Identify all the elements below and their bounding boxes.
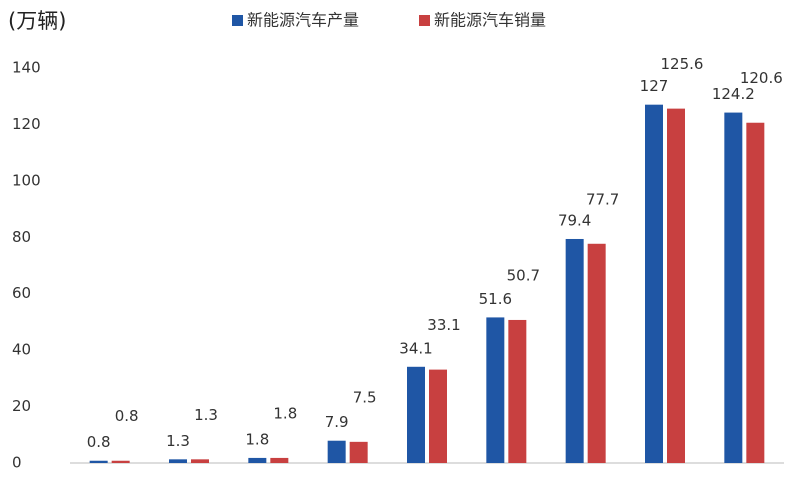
value-label: 127 bbox=[640, 77, 669, 95]
bar bbox=[327, 440, 346, 463]
legend-label: 新能源汽车销量 bbox=[434, 11, 546, 30]
value-label: 50.7 bbox=[507, 266, 540, 284]
value-label: 7.9 bbox=[325, 413, 349, 431]
value-label: 79.4 bbox=[558, 211, 591, 229]
y-tick-label: 80 bbox=[12, 228, 31, 246]
bar bbox=[349, 441, 368, 463]
value-label: 124.2 bbox=[712, 85, 755, 103]
value-label: 0.8 bbox=[87, 433, 111, 451]
bar bbox=[89, 460, 108, 463]
y-axis-unit: (万辆) bbox=[8, 9, 66, 33]
value-label: 1.8 bbox=[245, 430, 269, 448]
value-label: 77.7 bbox=[586, 190, 619, 208]
value-label: 0.8 bbox=[115, 407, 139, 425]
value-label: 120.6 bbox=[740, 69, 783, 87]
bar bbox=[191, 459, 209, 463]
bar bbox=[565, 238, 584, 463]
bar bbox=[667, 108, 685, 463]
legend-label: 新能源汽车产量 bbox=[247, 11, 359, 30]
bar bbox=[407, 366, 425, 463]
value-label: 34.1 bbox=[399, 339, 432, 357]
y-tick-label: 60 bbox=[12, 284, 31, 302]
bar bbox=[486, 317, 505, 463]
value-label: 33.1 bbox=[427, 316, 460, 334]
bar bbox=[724, 112, 743, 463]
bar bbox=[111, 460, 130, 463]
bar bbox=[248, 457, 267, 463]
y-tick-label: 120 bbox=[12, 115, 41, 133]
y-tick-label: 100 bbox=[12, 171, 41, 189]
value-label: 7.5 bbox=[353, 388, 377, 406]
value-label: 1.3 bbox=[194, 406, 218, 424]
legend-swatch bbox=[419, 15, 430, 26]
value-label: 1.3 bbox=[166, 432, 190, 450]
value-label: 1.8 bbox=[273, 404, 297, 422]
legend-swatch bbox=[232, 15, 243, 26]
y-tick-label: 0 bbox=[12, 454, 22, 472]
y-tick-label: 20 bbox=[12, 397, 31, 415]
bar bbox=[587, 243, 606, 463]
bar bbox=[645, 104, 663, 463]
value-label: 51.6 bbox=[479, 290, 512, 308]
value-label: 125.6 bbox=[661, 55, 704, 73]
y-tick-label: 140 bbox=[12, 59, 41, 77]
y-tick-label: 40 bbox=[12, 341, 31, 359]
bar bbox=[169, 459, 187, 463]
bar bbox=[746, 122, 765, 463]
bar bbox=[270, 457, 289, 463]
bar bbox=[429, 369, 447, 463]
bar bbox=[508, 319, 527, 463]
